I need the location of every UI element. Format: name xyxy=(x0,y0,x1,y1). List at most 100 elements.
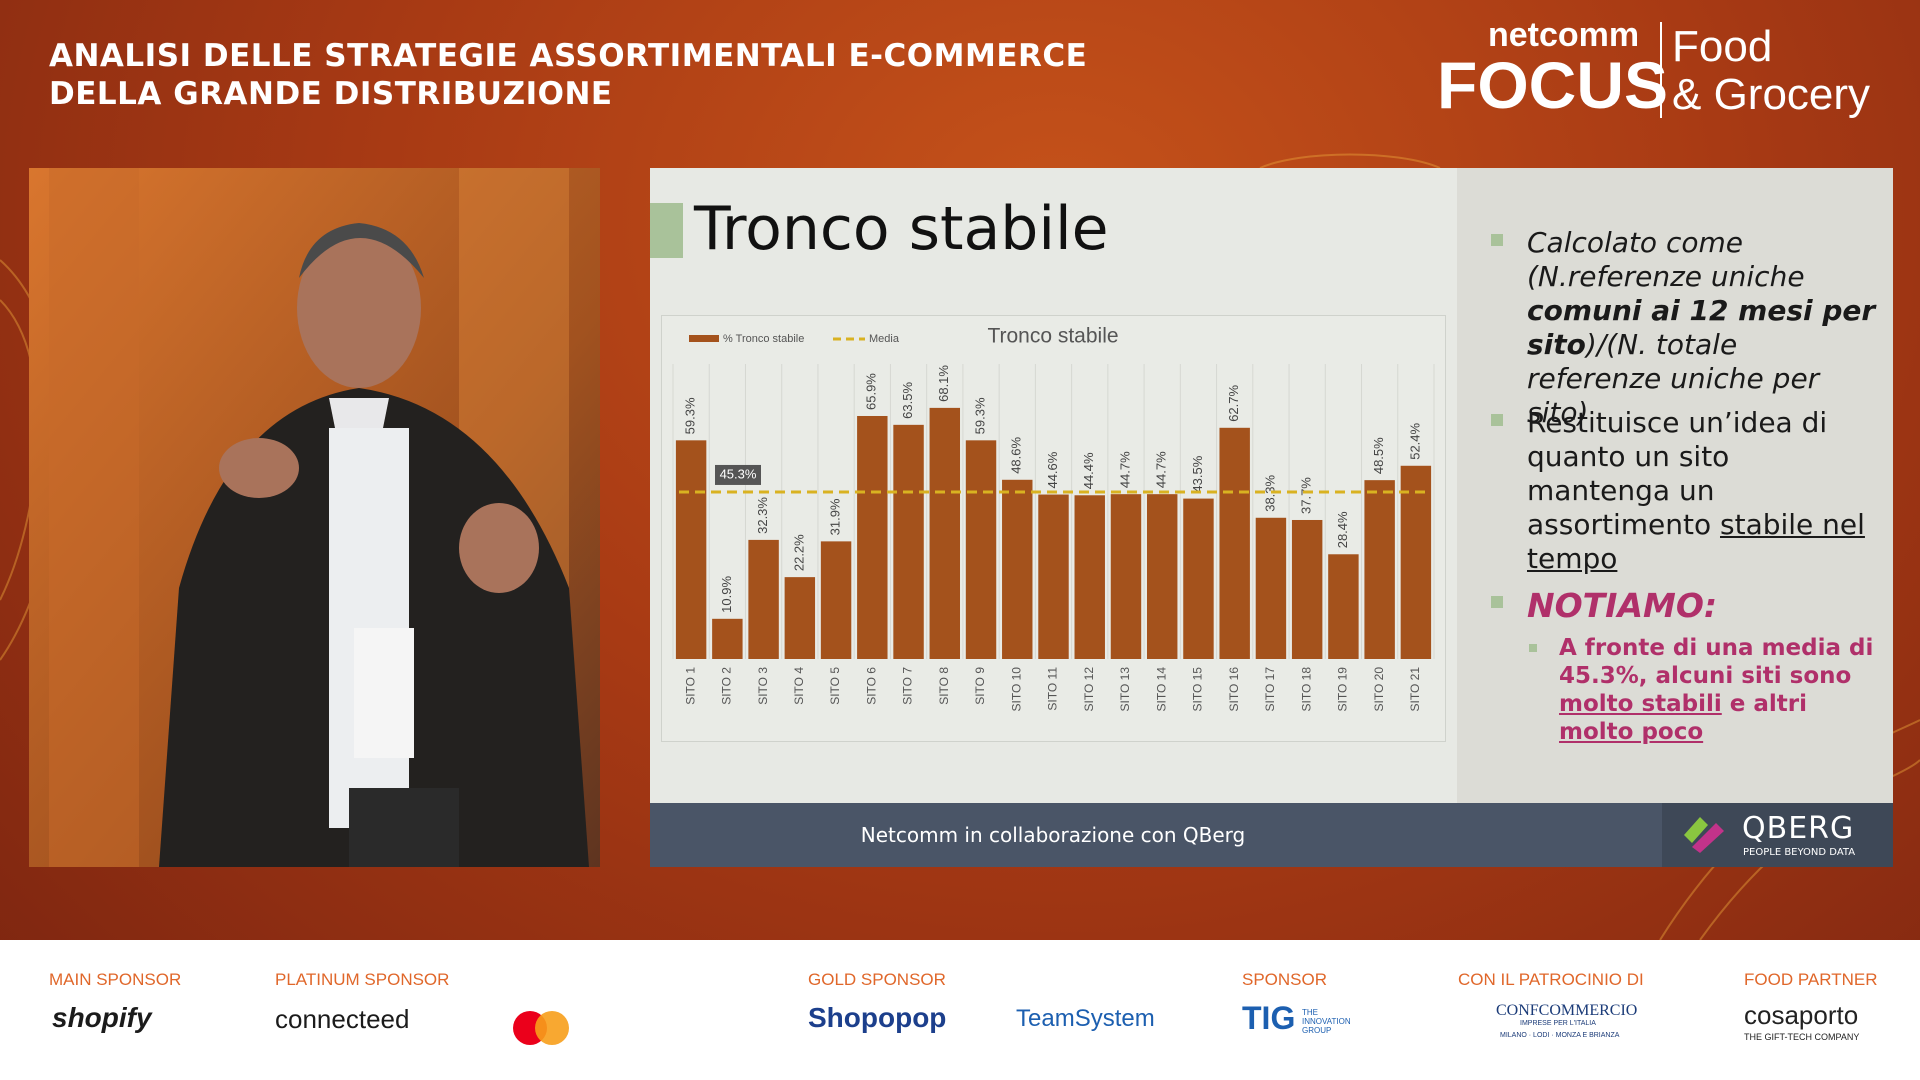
sponsor-logo: THE GIFT-TECH COMPANY xyxy=(1744,1032,1860,1042)
value-label: 62.7% xyxy=(1226,384,1241,421)
sponsor-label: SPONSOR xyxy=(1242,970,1328,989)
value-label: 10.9% xyxy=(719,576,734,613)
sub-bullet-text: A fronte di una media di 45.3%, alcuni s… xyxy=(1559,634,1879,746)
x-tick-label: SITO 9 xyxy=(973,667,987,705)
partner-logo: QBERG PEOPLE BEYOND DATA xyxy=(1662,803,1893,867)
text: )/(N. totale referenze uniche per sito) xyxy=(1527,328,1820,429)
sponsor-bar: MAIN SPONSOR shopify PLATINUM SPONSOR co… xyxy=(0,940,1920,1080)
slide: Tronco stabile Tronco stabile % Tronco s… xyxy=(650,168,1893,867)
bar xyxy=(820,541,852,659)
legend-label: Media xyxy=(869,333,900,345)
value-label: 31.9% xyxy=(828,498,843,535)
text-underlined: stabile nel tempo xyxy=(1527,508,1865,575)
value-label: 44.6% xyxy=(1045,451,1060,488)
bar xyxy=(748,539,779,659)
bar xyxy=(1291,519,1323,659)
sponsor-logo: THE INNOVATION GROUP xyxy=(1302,1008,1351,1035)
bullet-text: Calcolato come (N.referenze uniche comun… xyxy=(1527,226,1877,430)
x-tick-label: SITO 17 xyxy=(1263,667,1277,712)
chart-title: Tronco stabile xyxy=(987,325,1118,348)
value-label: 68.1% xyxy=(936,365,951,402)
value-label: 52.4% xyxy=(1407,422,1422,459)
bar xyxy=(1364,480,1395,659)
sponsor-logo: CONFCOMMERCIO xyxy=(1496,1002,1638,1019)
value-label: 43.5% xyxy=(1190,455,1205,492)
bar xyxy=(1110,494,1142,659)
header-title: DELLA GRANDE DISTRIBUZIONE xyxy=(49,76,613,112)
x-tick-label: SITO 16 xyxy=(1227,667,1241,712)
bar xyxy=(1074,495,1105,659)
value-label: 37.7% xyxy=(1299,477,1314,514)
side-panel: Calcolato come (N.referenze uniche comun… xyxy=(1457,168,1893,803)
x-tick-label: SITO 3 xyxy=(756,667,770,705)
bar xyxy=(1038,494,1069,659)
value-label: 63.5% xyxy=(900,382,915,419)
legend-label: % Tronco stabile xyxy=(723,333,804,345)
bullet xyxy=(1491,414,1503,426)
x-tick-label: SITO 10 xyxy=(1009,667,1023,712)
text-underlined: molto stabili xyxy=(1559,691,1722,717)
bar xyxy=(893,424,924,659)
bar xyxy=(857,415,888,659)
logo-brand: netcomm xyxy=(1488,16,1640,54)
x-tick-label: SITO 15 xyxy=(1191,667,1205,712)
bullet xyxy=(1491,234,1503,246)
bar xyxy=(784,577,816,659)
bar xyxy=(675,440,707,659)
notiamo-heading: NOTIAMO: xyxy=(1527,586,1718,625)
value-label: 65.9% xyxy=(864,373,879,410)
logo-topic: Food xyxy=(1672,22,1773,71)
text: Restituisce un’idea di quanto un sito ma… xyxy=(1527,406,1828,541)
value-label: 48.6% xyxy=(1009,436,1024,473)
value-label: 44.7% xyxy=(1117,451,1132,488)
bar xyxy=(1328,554,1359,659)
bar xyxy=(1255,517,1287,659)
mastercard-logo xyxy=(513,1011,569,1045)
value-label: 44.7% xyxy=(1154,451,1169,488)
sponsor-logo: IMPRESE PER L'ITALIA xyxy=(1520,1020,1596,1027)
mean-label: 45.3% xyxy=(720,466,757,481)
partner-name: QBERG xyxy=(1742,811,1855,846)
sub-bullet xyxy=(1529,644,1537,652)
sponsor-logo: Shopopop xyxy=(808,1002,947,1033)
value-label: 28.4% xyxy=(1335,511,1350,548)
text: A fronte di una media di 45.3%, alcuni s… xyxy=(1559,635,1874,689)
x-tick-label: SITO 11 xyxy=(1046,667,1060,711)
value-label: 59.3% xyxy=(972,397,987,434)
bar xyxy=(929,407,961,659)
bar xyxy=(1146,494,1178,659)
logo-divider xyxy=(1660,22,1662,118)
title-accent xyxy=(650,203,683,258)
x-tick-label: SITO 13 xyxy=(1118,667,1132,712)
slide-footer: Netcomm in collaborazione con QBerg QBER… xyxy=(650,803,1893,867)
legend-swatch xyxy=(689,335,719,342)
sponsor-logo: connecteed xyxy=(275,1004,410,1034)
x-tick-label: SITO 1 xyxy=(683,667,697,705)
bar xyxy=(1400,465,1432,659)
sponsor-label: PLATINUM SPONSOR xyxy=(275,970,450,989)
value-label: 22.2% xyxy=(791,534,806,571)
x-tick-label: SITO 6 xyxy=(864,667,878,705)
mean-label-box xyxy=(715,464,761,485)
x-tick-label: SITO 20 xyxy=(1372,667,1386,712)
bar xyxy=(1183,498,1214,659)
x-tick-label: SITO 4 xyxy=(792,667,806,705)
x-tick-label: SITO 8 xyxy=(937,667,951,705)
header-title: ANALISI DELLE STRATEGIE ASSORTIMENTALI E… xyxy=(49,38,1088,74)
partner-icon xyxy=(1684,817,1724,853)
chart: Tronco stabile % Tronco stabile Media 59.3… xyxy=(672,325,1435,712)
video xyxy=(29,168,600,867)
sponsor-logo: MILANO · LODI · MONZA E BRIANZA xyxy=(1500,1032,1620,1039)
x-tick-label: SITO 5 xyxy=(828,667,842,705)
logo-event: FOCUS xyxy=(1437,48,1668,122)
x-tick-label: SITO 14 xyxy=(1154,667,1168,712)
text-bold: comuni ai 12 mesi per sito xyxy=(1527,294,1876,361)
x-tick-label: SITO 18 xyxy=(1299,667,1313,712)
bar xyxy=(965,440,997,659)
sponsor-logo: TIG xyxy=(1242,1000,1296,1036)
value-label: 38.3% xyxy=(1262,474,1277,511)
sponsor-label: FOOD PARTNER xyxy=(1744,970,1878,989)
sponsor-label: GOLD SPONSOR xyxy=(808,970,946,989)
text: e altri xyxy=(1721,691,1808,717)
text-underlined: molto poco xyxy=(1559,719,1704,745)
